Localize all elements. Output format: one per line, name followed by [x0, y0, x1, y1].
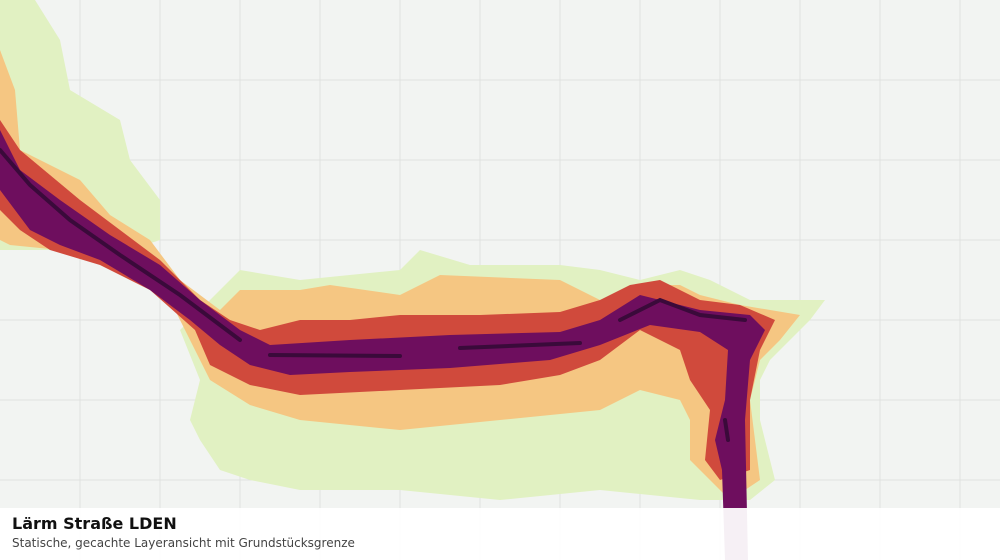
info-panel: Lärm Straße LDEN Statische, gecachte Lay…	[0, 508, 1000, 560]
noise-band-extreme	[0, 148, 747, 442]
noise-band-very-high	[0, 130, 765, 560]
noise-band-medium	[0, 50, 800, 500]
layer-subtitle: Statische, gecachte Layeransicht mit Gru…	[12, 536, 355, 550]
noise-band-high	[0, 120, 775, 480]
layer-title: Lärm Straße LDEN	[12, 514, 177, 533]
